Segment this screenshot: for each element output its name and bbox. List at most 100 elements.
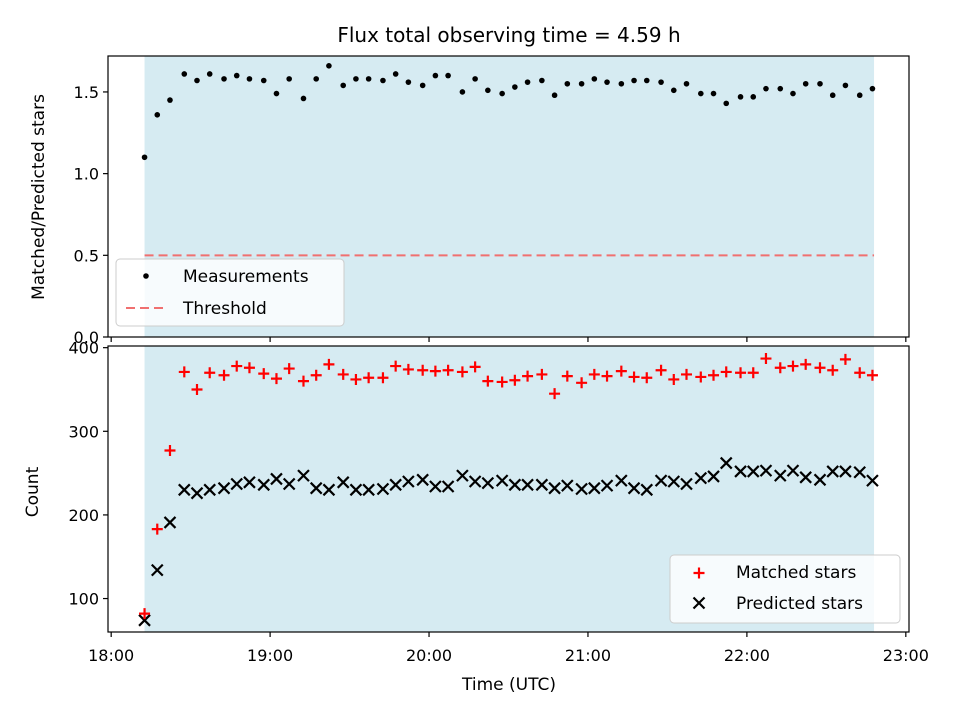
matched-star-point: [601, 370, 613, 382]
legend-matched-marker: [693, 567, 705, 579]
measurement-point: [658, 79, 664, 85]
bottom-x-tick-label: 21:00: [565, 646, 611, 665]
measurement-point: [683, 80, 690, 87]
matched-star-point: [482, 375, 494, 387]
predicted-star-point: [734, 465, 747, 478]
measurement-point: [340, 82, 347, 89]
matched-star-point: [469, 361, 481, 373]
matched-star-point: [588, 368, 600, 380]
matched-star-point: [390, 360, 402, 372]
measurement-points: [141, 63, 876, 161]
matched-star-point: [827, 364, 839, 376]
legend-threshold-label: Threshold: [182, 299, 267, 319]
matched-star-point: [496, 376, 508, 388]
measurement-point: [194, 77, 200, 84]
predicted-star-point: [826, 465, 839, 478]
matched-star-point: [522, 370, 534, 382]
predicted-star-point: [402, 475, 415, 488]
matched-star-point: [323, 358, 335, 370]
measurement-point: [154, 112, 161, 118]
predicted-star-point: [178, 483, 191, 497]
measurement-point: [445, 72, 451, 79]
bottom-x-tick-label: 23:00: [883, 646, 929, 665]
measurement-point: [551, 92, 558, 99]
legend-plus-glyph: [693, 567, 705, 579]
measurement-point: [750, 94, 757, 100]
predicted-star-point: [203, 483, 216, 497]
measurement-point: [591, 76, 598, 82]
matched-star-point: [854, 367, 866, 379]
legend-measurement-marker: [143, 273, 149, 279]
measurement-point: [524, 79, 531, 85]
predicted-star-point: [309, 481, 323, 495]
predicted-star-point: [456, 469, 469, 482]
measurement-point: [273, 90, 280, 97]
measurement-point: [604, 79, 610, 85]
predicted-star-point: [853, 465, 867, 479]
measurement-point: [206, 71, 213, 77]
predicted-star-point: [376, 482, 390, 496]
predicted-star-point: [138, 614, 151, 627]
measurement-point: [432, 72, 439, 79]
predicted-star-point: [349, 483, 363, 497]
measurement-point: [459, 89, 466, 95]
matched-star-point: [641, 372, 653, 384]
measurement-point: [233, 72, 240, 79]
predicted-star-point: [719, 456, 733, 470]
matched-star-point: [561, 370, 573, 382]
measurement-point: [286, 76, 292, 82]
predicted-star-point: [680, 477, 693, 491]
predicted-star-point: [799, 471, 812, 484]
chart-title: Flux total observing time = 4.59 h: [337, 23, 680, 47]
bottom-x-label: Time (UTC): [461, 675, 556, 695]
predicted-star-point: [535, 478, 549, 492]
predicted-star-point: [270, 472, 283, 486]
predicted-star-point: [627, 481, 641, 495]
matched-star-point: [442, 364, 454, 376]
matched-star-point: [350, 373, 362, 385]
top-y-label: Matched/Predicted stars: [29, 94, 49, 300]
predicted-stars-points: [138, 456, 879, 627]
matched-star-point: [178, 366, 190, 378]
matched-star-point: [735, 367, 747, 379]
measurement-point: [670, 87, 677, 94]
predicted-star-point: [588, 481, 601, 495]
predicted-star-point: [429, 480, 442, 493]
predicted-star-point: [866, 474, 879, 487]
predicted-star-point: [243, 476, 256, 489]
bottom-x-tick-label: 18:00: [88, 646, 134, 665]
predicted-star-point: [217, 481, 231, 495]
top-legend: Measurements Threshold: [115, 258, 345, 327]
measurement-point: [260, 77, 267, 84]
bottom-plot-frame: [107, 345, 910, 633]
bottom-y-tick-label: 400: [68, 339, 99, 358]
predicted-star-point: [839, 465, 852, 478]
measurement-point: [790, 90, 796, 97]
predicted-star-point: [548, 481, 561, 495]
measurement-point: [777, 85, 784, 92]
matched-star-point: [204, 367, 216, 379]
matched-star-point: [747, 367, 759, 379]
top-y-tick-label: 1.0: [74, 165, 99, 184]
matched-star-point: [800, 358, 812, 370]
bottom-legend: Matched stars Predicted stars: [669, 554, 901, 624]
measurement-point: [485, 87, 491, 94]
measurement-point: [698, 90, 704, 97]
matched-star-point: [509, 374, 521, 386]
measurement-point: [380, 77, 386, 84]
predicted-star-point: [163, 516, 177, 529]
matched-star-point: [839, 353, 851, 365]
matched-star-point: [655, 364, 667, 376]
predicted-star-point: [257, 478, 271, 492]
top-panel: 0.0 0.5 1.0 1.5 Matched/Predicted stars Mea…: [29, 55, 910, 347]
matched-star-point: [576, 377, 588, 389]
matched-star-point: [429, 365, 441, 377]
predicted-star-point: [813, 473, 827, 487]
predicted-star-point: [481, 476, 495, 490]
predicted-star-point: [640, 483, 654, 497]
matched-stars-points: [139, 353, 878, 620]
matched-star-point: [270, 373, 282, 385]
matched-star-point: [549, 388, 561, 400]
predicted-star-point: [786, 464, 800, 477]
